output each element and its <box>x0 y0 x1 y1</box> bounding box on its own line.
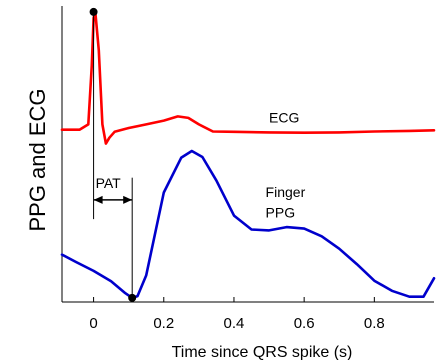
pat-arrow-head-left <box>93 195 103 204</box>
pat-label: PAT <box>96 175 122 191</box>
x-tick-label: 0.2 <box>153 315 174 332</box>
ppg-label-line2: PPG <box>266 205 296 221</box>
x-tick-label: 0.8 <box>364 315 385 332</box>
x-tick-label: 0.6 <box>294 315 315 332</box>
pat-arrow-head-right <box>123 195 133 204</box>
x-axis-label: Time since QRS spike (s) <box>172 344 353 360</box>
plot-area: PAT ECG Finger PPG <box>60 7 436 302</box>
x-tick-label: 0.4 <box>224 315 245 332</box>
ppg-series-line <box>60 149 436 300</box>
ecg-series-line <box>60 10 436 145</box>
ecg-label: ECG <box>269 109 299 125</box>
y-axis-label: PPG and ECG <box>25 88 50 231</box>
peak-marker <box>128 293 137 302</box>
peak-marker <box>89 7 98 16</box>
axes: 0 0.2 0.4 0.6 0.8 <box>61 6 434 332</box>
ppg-label-line1: Finger <box>266 184 306 200</box>
x-tick-label: 0 <box>89 315 97 332</box>
